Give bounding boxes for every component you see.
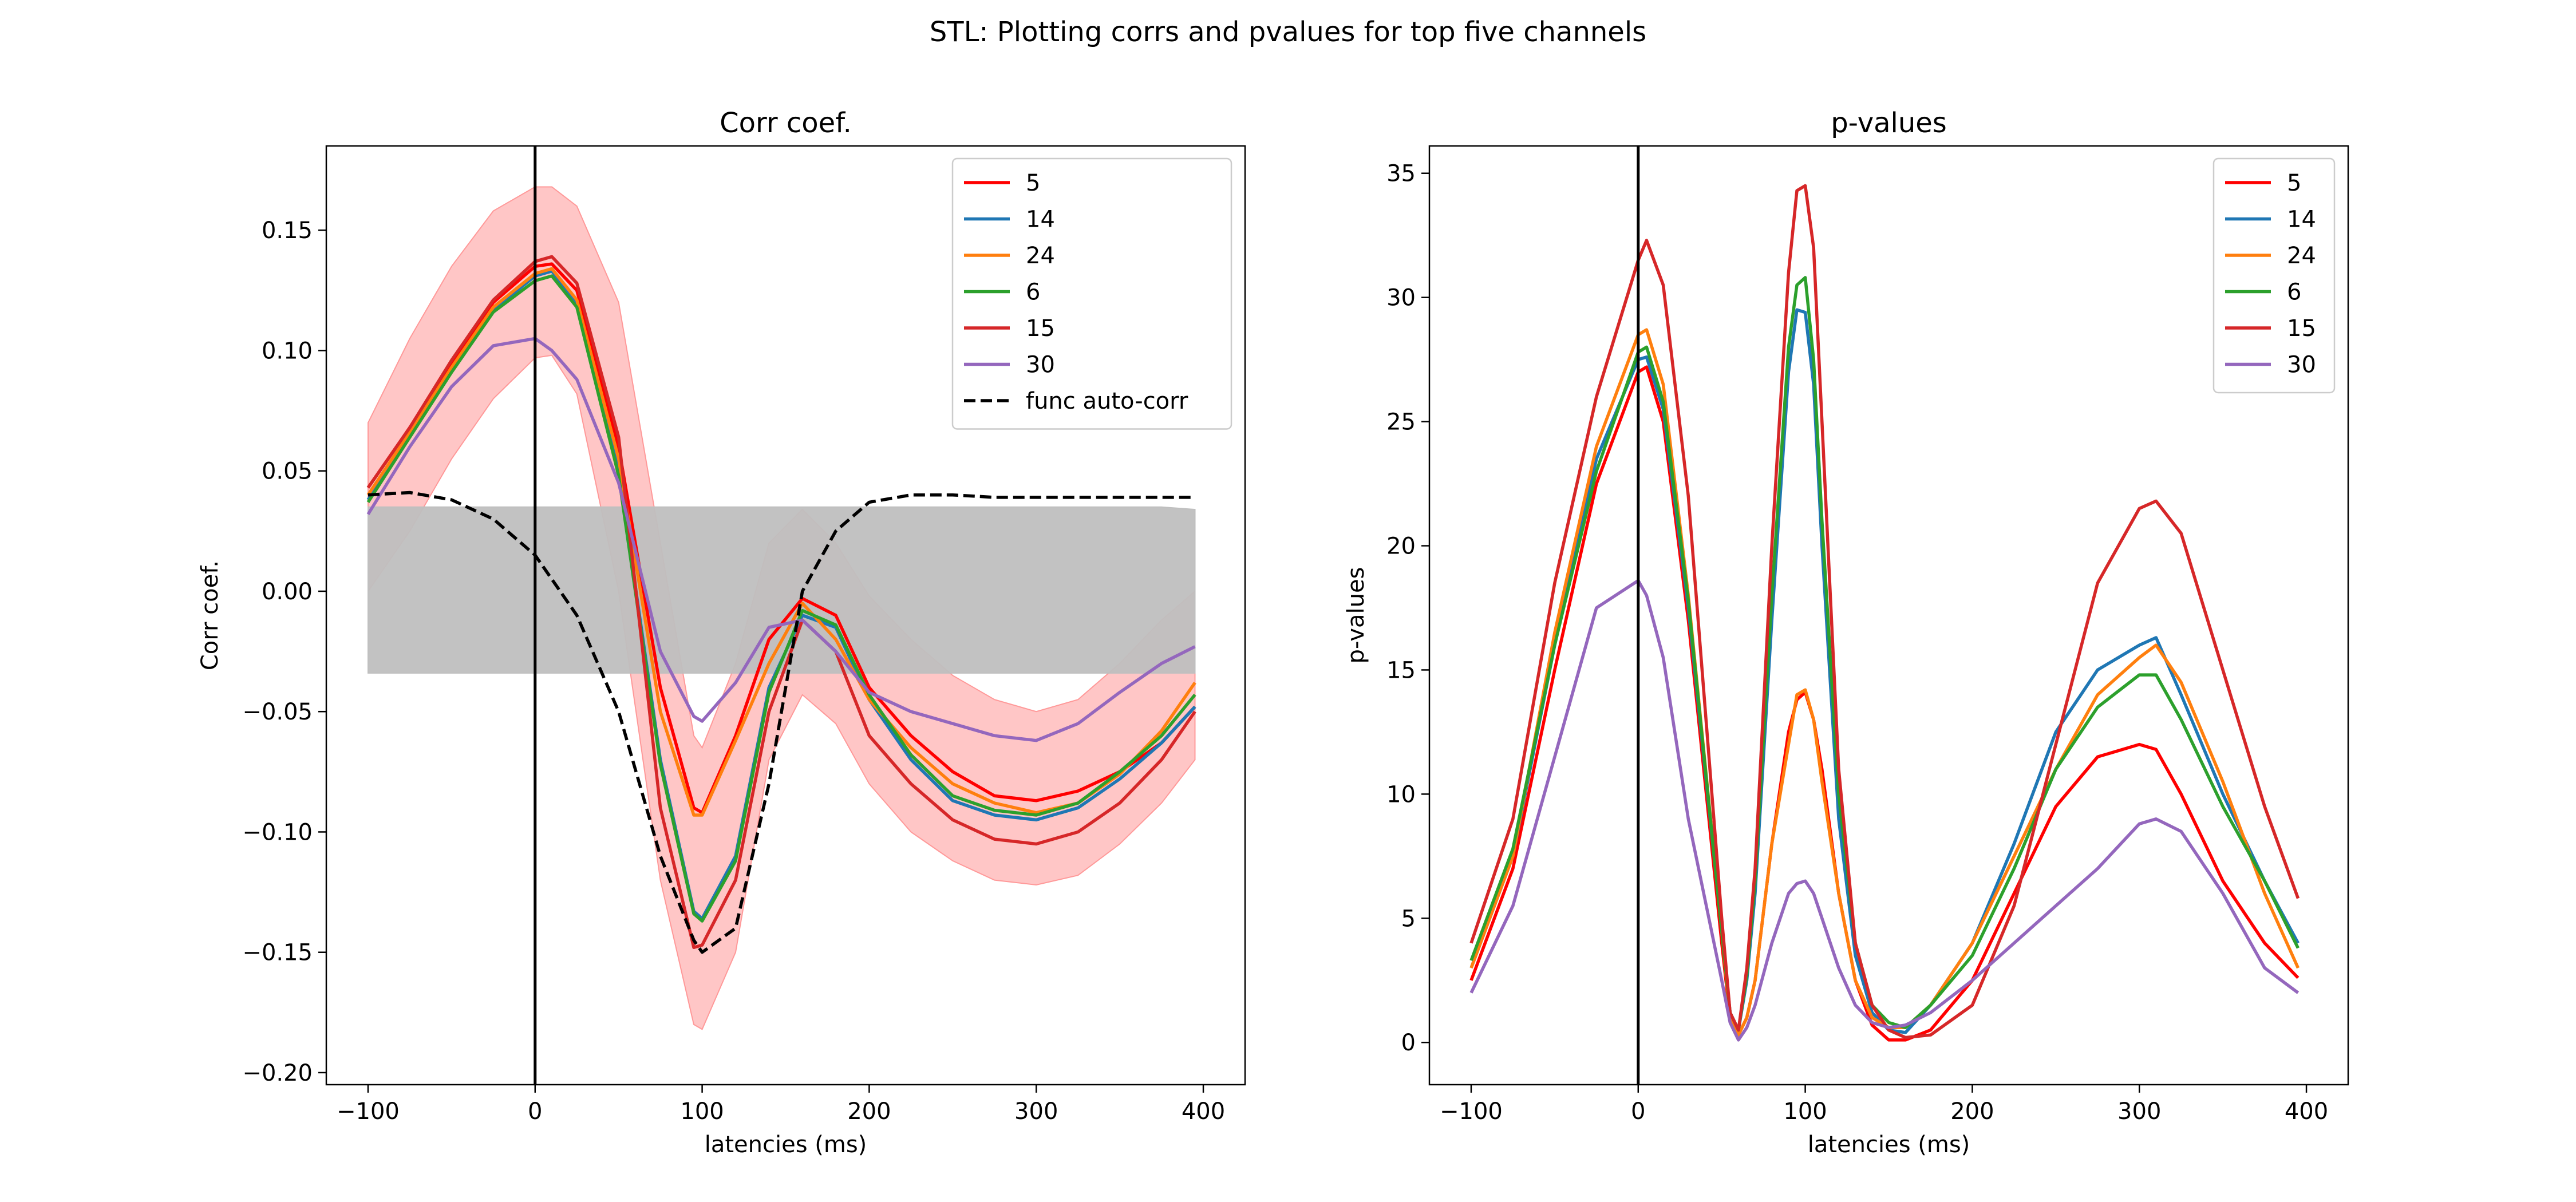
p-values-series-line-4 — [1469, 276, 2300, 1032]
corr-coef-panel: −100 0 100 200 300 400 −0.20 −0.15 −0.10 −0.05 0.… — [197, 107, 1246, 1158]
p-values-y-tick-label: 10 — [1386, 781, 1416, 808]
corr-coef-series-line-3 — [366, 267, 1196, 817]
corr-coef-y-tick-label: −0.20 — [242, 1060, 313, 1086]
p-values-legend-label: 5 — [2287, 170, 2301, 196]
corr-coef-y-tick-label: −0.10 — [242, 819, 313, 845]
p-values-x-ticks: −100 0 100 200 300 400 — [1440, 1085, 2328, 1125]
corr-coef-series-line-7 — [368, 491, 1195, 954]
p-values-legend-label: 6 — [2287, 279, 2301, 306]
corr-coef-axes-frame — [325, 145, 1246, 1086]
corr-coef-x-tick-label: 400 — [1182, 1098, 1225, 1125]
p-values-y-tick-label: 30 — [1386, 285, 1416, 311]
p-values-y-tick-label: 20 — [1386, 533, 1416, 560]
p-values-title: p-values — [1831, 107, 1947, 139]
corr-coef-y-tick-label: 0.15 — [262, 218, 313, 244]
p-values-x-tick-label: 300 — [2117, 1098, 2161, 1125]
corr-coef-x-tick-label: −100 — [337, 1098, 400, 1125]
p-values-y-axis-label: p-values — [1343, 567, 1369, 664]
p-values-y-ticks: 0 5 10 15 20 25 30 35 — [1386, 161, 1429, 1056]
corr-coef-lines — [366, 255, 1196, 954]
figure-suptitle: STL: Plotting corrs and pvalues for top … — [930, 16, 1646, 48]
corr-coef-y-tick-label: 0.05 — [262, 458, 313, 485]
p-values-x-axis-label: latencies (ms) — [1808, 1132, 1970, 1158]
corr-coef-x-tick-label: 100 — [680, 1098, 724, 1125]
corr-coef-legend-label: func auto-corr — [1026, 388, 1188, 414]
corr-coef-legend: 5 14 24 6 15 30 func auto-corr — [951, 157, 1232, 430]
p-values-y-tick-label: 35 — [1386, 161, 1416, 187]
p-values-x-tick-label: 100 — [1783, 1098, 1827, 1125]
corr-coef-y-tick-label: 0.00 — [262, 579, 313, 605]
p-values-legend-box — [2212, 157, 2336, 394]
corr-coef-title: Corr coef. — [720, 107, 852, 139]
p-values-panel: −100 0 100 200 300 400 0 5 10 15 20 25 30 35 p-value… — [1343, 107, 2349, 1158]
p-values-series-line-3 — [1469, 328, 2300, 1037]
corr-coef-legend-label: 6 — [1026, 279, 1040, 306]
corr-coef-x-tick-label: 0 — [528, 1098, 542, 1125]
p-values-series-line-6 — [1469, 579, 2300, 1042]
corr-coef-legend-label: 5 — [1026, 170, 1040, 196]
corr-coef-y-tick-label: −0.05 — [242, 699, 313, 725]
corr-coef-legend-label: 14 — [1026, 207, 1055, 233]
corr-coef-y-tick-label: −0.15 — [242, 940, 313, 966]
p-values-y-tick-label: 25 — [1386, 409, 1416, 436]
corr-coef-x-ticks: −100 0 100 200 300 400 — [337, 1085, 1225, 1125]
corr-coef-x-axis-label: latencies (ms) — [705, 1132, 867, 1158]
corr-coef-y-ticks: −0.20 −0.15 −0.10 −0.05 0.00 0.05 0.10 0.15 — [242, 218, 326, 1086]
corr-coef-legend-label: 15 — [1026, 315, 1055, 342]
p-values-axes-frame — [1428, 145, 2349, 1086]
p-values-legend-label: 24 — [2287, 243, 2316, 269]
p-values-x-tick-label: 0 — [1631, 1098, 1645, 1125]
corr-coef-series-line-5 — [366, 255, 1196, 950]
corr-coef-x-tick-label: 200 — [847, 1098, 891, 1125]
corr-coef-series-line-6 — [366, 337, 1196, 742]
corr-coef-bands — [368, 186, 1196, 1030]
p-values-legend: 5 14 24 6 15 30 — [2212, 157, 2336, 394]
p-values-lines — [1469, 184, 2300, 1042]
p-values-x-tick-label: 200 — [1950, 1098, 1994, 1125]
corr-coef-y-tick-label: 0.10 — [262, 338, 313, 364]
p-values-y-tick-label: 0 — [1401, 1030, 1416, 1056]
corr-coef-series-line-4 — [366, 274, 1196, 923]
p-values-legend-label: 30 — [2287, 352, 2316, 378]
corr-coef-legend-label: 24 — [1026, 243, 1055, 269]
p-values-legend-label: 14 — [2287, 207, 2316, 233]
corr-coef-y-axis-label: Corr coef. — [197, 560, 223, 670]
p-values-x-tick-label: −100 — [1440, 1098, 1503, 1125]
p-values-x-tick-label: 400 — [2285, 1098, 2328, 1125]
p-values-legend-label: 15 — [2287, 315, 2316, 342]
corr-coef-legend-label: 30 — [1026, 352, 1055, 378]
corr-coef-legend-box — [951, 157, 1232, 430]
corr-coef-x-tick-label: 300 — [1014, 1098, 1058, 1125]
p-values-series-line-5 — [1469, 184, 2300, 1039]
p-values-y-tick-label: 5 — [1401, 906, 1416, 932]
corr-coef-band-0 — [368, 506, 1196, 674]
p-values-y-tick-label: 15 — [1386, 657, 1416, 683]
corr-coef-series-line-1 — [366, 262, 1196, 814]
